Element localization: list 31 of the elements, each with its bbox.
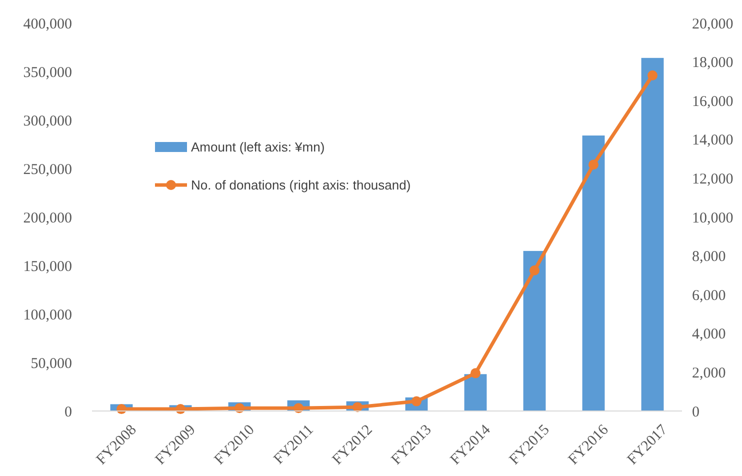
y2-tick-label: 2,000 xyxy=(692,365,726,382)
y-tick-label: 300,000 xyxy=(23,113,72,130)
point xyxy=(530,265,540,276)
y2-tick-label: 8,000 xyxy=(692,249,726,266)
y-tick-label: 150,000 xyxy=(23,258,72,275)
y-tick-label: 50,000 xyxy=(30,356,72,372)
y-tick-label: 400,000 xyxy=(23,16,72,32)
y-tick-label: 200,000 xyxy=(23,210,72,226)
y-tick-label: 0 xyxy=(64,404,72,420)
y-tick-label: 250,000 xyxy=(23,162,72,178)
y2-tick-label: 10,000 xyxy=(692,210,734,226)
legend-label: Amount (left axis: ¥mn) xyxy=(191,140,325,155)
y-tick-label: 350,000 xyxy=(23,64,72,81)
point xyxy=(648,70,658,80)
bar xyxy=(641,58,664,411)
legend-label: No. of donations (right axis: thousand) xyxy=(191,178,411,193)
bar xyxy=(523,250,546,411)
y2-tick-label: 12,000 xyxy=(692,171,734,188)
bar xyxy=(464,374,487,411)
y2-tick-label: 4,000 xyxy=(692,326,726,343)
y2-tick-label: 6,000 xyxy=(692,288,726,304)
y2-tick-label: 14,000 xyxy=(692,132,734,149)
y2-tick-label: 0 xyxy=(692,404,700,420)
y2-tick-label: 18,000 xyxy=(692,55,734,72)
bar xyxy=(582,136,605,411)
point xyxy=(352,402,362,412)
y2-tick-label: 20,000 xyxy=(692,16,734,32)
point xyxy=(588,160,598,170)
point xyxy=(470,368,480,378)
y2-tick-label: 16,000 xyxy=(692,94,734,110)
y-tick-label: 100,000 xyxy=(23,307,72,324)
